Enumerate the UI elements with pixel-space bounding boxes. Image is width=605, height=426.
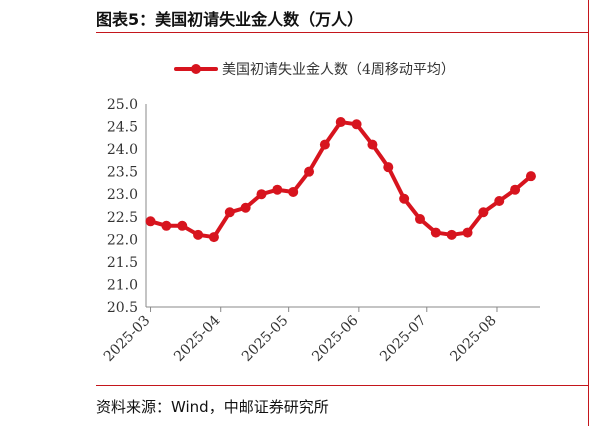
source-note: 资料来源：Wind，中邮证券研究所 [96,398,329,416]
data-point [446,229,457,240]
x-tick-label: 2025-07 [377,313,429,365]
series-line [148,120,533,240]
series-layer [145,117,536,243]
data-point [383,162,394,173]
legend-label: 美国初请失业金人数（4周移动平均） [222,61,455,78]
y-tick-label: 23.5 [107,165,138,181]
y-tick-label: 21.5 [107,255,138,271]
data-point [256,189,267,200]
y-tick-label: 20.5 [107,300,138,316]
data-point [319,139,330,150]
y-tick-label: 21.0 [107,277,138,293]
legend-marker [191,64,201,74]
x-tick-label: 2025-05 [239,313,291,365]
data-point [478,207,489,218]
right-border [588,0,589,426]
data-point [208,232,219,243]
y-tick-label: 24.5 [107,120,138,136]
data-point [367,139,378,150]
data-point [510,184,521,195]
data-point [177,220,188,231]
y-tick-label: 22.0 [107,232,138,248]
y-tick-label: 25.0 [107,97,138,113]
y-tick-label: 24.0 [107,142,138,158]
data-point [351,119,362,130]
data-point [161,220,172,231]
x-tick-label: 2025-04 [171,312,224,365]
x-tick-label: 2025-06 [309,312,362,365]
x-tick-label: 2025-08 [447,313,499,365]
data-point [414,214,425,225]
data-point [430,227,441,238]
data-point [525,171,536,182]
chart-title: 图表5：美国初请失业金人数（万人） [96,10,364,29]
data-point [494,195,505,206]
data-point [288,186,299,197]
data-point [145,216,156,227]
x-tick-label: 2025-03 [101,313,153,365]
data-point [240,202,251,213]
legend: 美国初请失业金人数（4周移动平均） [174,61,455,78]
data-point [462,227,473,238]
y-tick-label: 23.0 [107,187,138,203]
source-divider [96,385,588,386]
x-axis: 2025-03 2025-04 2025-05 2025-06 2025-07 2025-… [101,306,540,365]
title-divider [96,32,588,33]
data-point [399,193,410,204]
data-point [224,207,235,218]
data-point [272,184,283,195]
data-point [304,166,315,177]
data-point [335,117,346,128]
y-axis: 20.5 21.0 21.5 22.0 22.5 23.0 23.5 24.0 24.5 25.0 [107,97,147,316]
y-tick-label: 22.5 [107,210,138,226]
data-point [193,229,204,240]
